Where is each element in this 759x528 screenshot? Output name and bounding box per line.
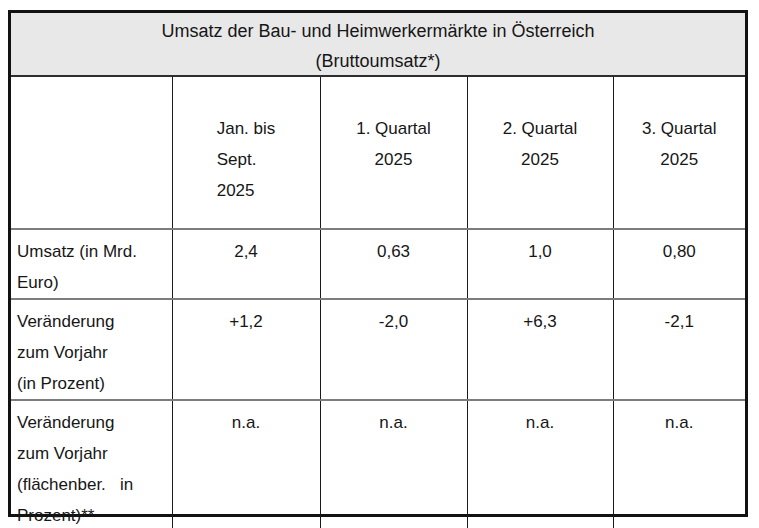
- cell-veraenderung-q3: -2,1: [613, 299, 745, 400]
- column-header-q1: 1. Quartal 2025: [320, 77, 467, 229]
- data-table: Jan. bis Sept. 2025 1. Quartal 2025 2. Q…: [11, 77, 745, 528]
- cell-umsatz-q3: 0,80: [613, 229, 745, 299]
- table-row-veraenderung: Veränderung zum Vorjahr (in Prozent) +1,…: [11, 299, 745, 400]
- column-header-label: Jan. bis Sept. 2025: [217, 113, 276, 206]
- table-title-line-2: (Bruttoumsatz*): [11, 46, 745, 76]
- row-label-veraenderung: Veränderung zum Vorjahr (in Prozent): [11, 299, 172, 400]
- cell-veraenderung-jan-sept: +1,2: [172, 299, 320, 400]
- cell-flaechenber-q2: n.a.: [467, 400, 613, 528]
- column-header-q2: 2. Quartal 2025: [467, 77, 613, 229]
- cell-veraenderung-q2: +6,3: [467, 299, 613, 400]
- table-row-flaechenbereinigt: Veränderung zum Vorjahr (flächenber. in …: [11, 400, 745, 528]
- cell-umsatz-q1: 0,63: [320, 229, 467, 299]
- corner-cell: [11, 77, 172, 229]
- statistics-table: Umsatz der Bau- und Heimwerkermärkte in …: [8, 10, 748, 517]
- cell-flaechenber-q3: n.a.: [613, 400, 745, 528]
- cell-umsatz-q2: 1,0: [467, 229, 613, 299]
- cell-veraenderung-q1: -2,0: [320, 299, 467, 400]
- row-label-umsatz: Umsatz (in Mrd. Euro): [11, 229, 172, 299]
- header-row: Jan. bis Sept. 2025 1. Quartal 2025 2. Q…: [11, 77, 745, 229]
- table-title: Umsatz der Bau- und Heimwerkermärkte in …: [11, 13, 745, 77]
- table-title-line-1: Umsatz der Bau- und Heimwerkermärkte in …: [11, 16, 745, 46]
- cell-umsatz-jan-sept: 2,4: [172, 229, 320, 299]
- column-header-jan-sept: Jan. bis Sept. 2025: [172, 77, 320, 229]
- table-row-umsatz: Umsatz (in Mrd. Euro) 2,4 0,63 1,0 0,80: [11, 229, 745, 299]
- document-page: Umsatz der Bau- und Heimwerkermärkte in …: [0, 0, 759, 528]
- cell-flaechenber-q1: n.a.: [320, 400, 467, 528]
- column-header-q3: 3. Quartal 2025: [613, 77, 745, 229]
- row-label-flaechenbereinigt: Veränderung zum Vorjahr (flächenber. in …: [11, 400, 172, 528]
- cell-flaechenber-jan-sept: n.a.: [172, 400, 320, 528]
